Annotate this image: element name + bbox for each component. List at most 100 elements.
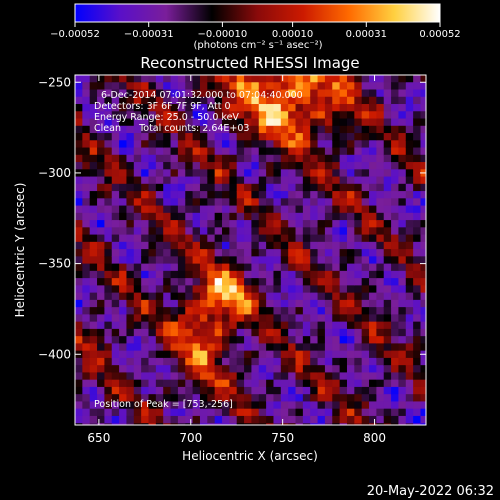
heatmap-cell — [332, 111, 341, 120]
heatmap-cell — [133, 227, 142, 236]
heatmap-cell — [361, 307, 370, 315]
heatmap-cell — [185, 104, 194, 112]
heatmap-cell — [280, 350, 289, 359]
heatmap-cell — [155, 89, 164, 98]
heatmap-cell — [185, 386, 194, 395]
heatmap-cell — [310, 278, 319, 286]
heatmap-cell — [405, 133, 414, 141]
heatmap-cell — [207, 256, 216, 265]
heatmap-cell — [324, 82, 333, 91]
heatmap-cell — [89, 336, 98, 344]
heatmap-cell — [222, 307, 230, 315]
heatmap-cell — [302, 372, 311, 381]
heatmap-cell — [185, 140, 194, 149]
heatmap-cell — [310, 336, 319, 344]
heatmap-cell — [420, 372, 426, 381]
heatmap-cell — [214, 162, 223, 170]
heatmap-cell — [229, 227, 238, 236]
heatmap-cell — [236, 256, 245, 265]
heatmap-cell — [192, 241, 201, 250]
heatmap-cell — [236, 82, 245, 91]
heatmap-cell — [163, 372, 172, 381]
heatmap-cell — [266, 256, 275, 265]
heatmap-cell — [82, 227, 91, 236]
heatmap-cell — [288, 198, 297, 207]
heatmap-cell — [273, 205, 282, 214]
heatmap-cell — [398, 408, 407, 417]
heatmap-cell — [155, 350, 164, 359]
heatmap-cell — [317, 278, 326, 286]
heatmap-cell — [163, 415, 172, 424]
heatmap-cell — [89, 401, 98, 410]
heatmap-cell — [383, 285, 392, 294]
heatmap-cell — [155, 162, 164, 170]
heatmap-cell — [302, 278, 311, 286]
heatmap-cell — [398, 133, 407, 141]
heatmap-cell — [199, 96, 208, 105]
heatmap-cell — [75, 234, 83, 243]
heatmap-cell — [236, 176, 245, 185]
heatmap-cell — [383, 241, 392, 250]
heatmap-cell — [244, 357, 253, 366]
heatmap-cell — [273, 234, 282, 243]
heatmap-cell — [133, 394, 142, 403]
heatmap-cell — [207, 379, 216, 388]
heatmap-cell — [148, 169, 157, 178]
heatmap-cell — [405, 162, 414, 170]
heatmap-cell — [104, 125, 113, 134]
heatmap-cell — [354, 212, 363, 221]
heatmap-cell — [273, 408, 282, 417]
heatmap-cell — [369, 299, 377, 308]
heatmap-cell — [244, 292, 253, 301]
heatmap-cell — [339, 198, 348, 207]
heatmap-cell — [369, 75, 377, 83]
heatmap-cell — [346, 140, 355, 149]
heatmap-cell — [413, 140, 422, 149]
heatmap-cell — [141, 256, 150, 265]
heatmap-cell — [324, 227, 333, 236]
heatmap-cell — [163, 183, 172, 192]
heatmap-cell — [236, 220, 245, 228]
heatmap-cell — [405, 220, 414, 228]
heatmap-cell — [177, 212, 186, 221]
heatmap-cell — [369, 372, 377, 381]
heatmap-cell — [141, 415, 150, 424]
heatmap-cell — [192, 415, 201, 424]
heatmap-cell — [199, 234, 208, 243]
heatmap-cell — [97, 241, 106, 250]
heatmap-cell — [273, 386, 282, 395]
heatmap-cell — [361, 111, 370, 120]
heatmap-cell — [177, 154, 186, 163]
heatmap-cell — [141, 111, 150, 120]
heatmap-cell — [126, 191, 135, 199]
heatmap-cell — [229, 147, 238, 156]
heatmap-cell — [339, 307, 348, 315]
heatmap-cell — [214, 401, 223, 410]
heatmap-cell — [376, 241, 385, 250]
heatmap-cell — [420, 307, 426, 315]
heatmap-cell — [111, 169, 120, 178]
heatmap-cell — [155, 321, 164, 330]
heatmap-cell — [89, 118, 98, 127]
heatmap-cell — [405, 125, 414, 134]
heatmap-cell — [302, 191, 311, 199]
heatmap-cell — [141, 372, 150, 381]
heatmap-cell — [324, 75, 333, 83]
heatmap-cell — [192, 314, 201, 323]
heatmap-cell — [369, 270, 377, 279]
heatmap-cell — [288, 394, 297, 403]
heatmap-cell — [214, 176, 223, 185]
heatmap-cell — [185, 299, 194, 308]
heatmap-cell — [317, 379, 326, 388]
colorbar-tick-label: 0.00052 — [419, 29, 460, 40]
heatmap-cell — [339, 75, 348, 83]
heatmap-cell — [346, 82, 355, 91]
heatmap-cell — [383, 205, 392, 214]
heatmap-cell — [310, 96, 319, 105]
heatmap-cell — [97, 154, 106, 163]
heatmap-cell — [266, 82, 275, 91]
heatmap-cell — [324, 372, 333, 381]
heatmap-cell — [163, 386, 172, 395]
heatmap-cell — [258, 212, 267, 221]
heatmap-cell — [266, 140, 275, 149]
